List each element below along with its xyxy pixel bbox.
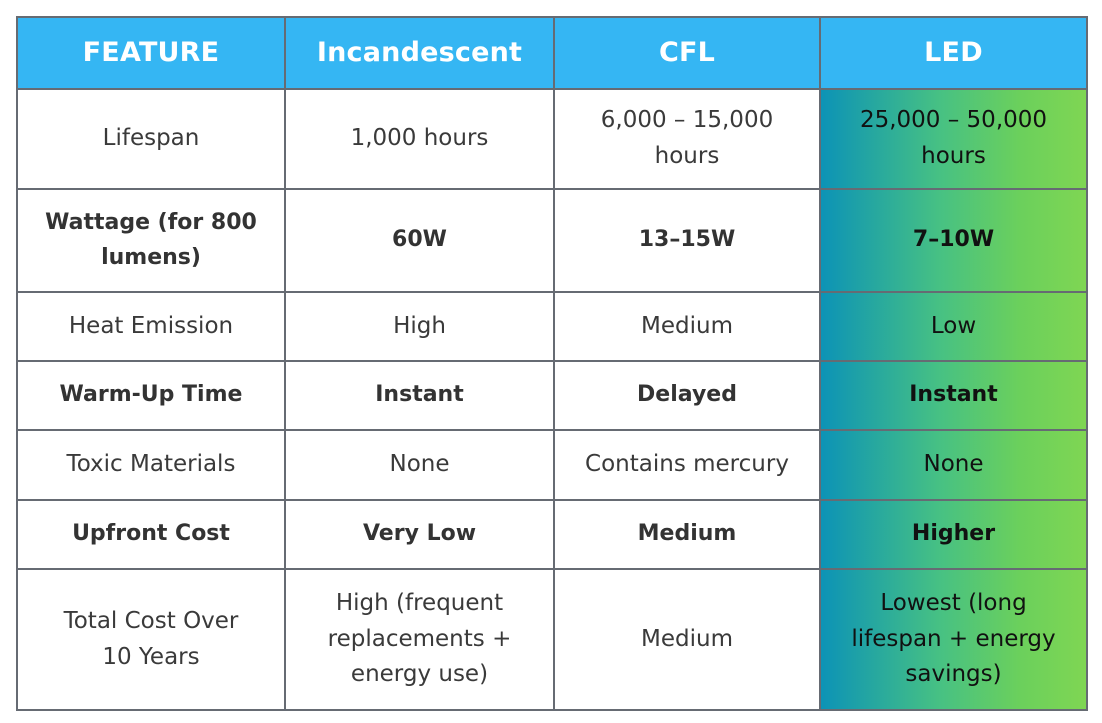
led-cell: 25,000 – 50,000 hours bbox=[819, 88, 1088, 190]
cfl-cell: Delayed bbox=[553, 360, 821, 431]
header-row: FEATURE Incandescent CFL LED bbox=[16, 16, 1088, 90]
led-cell: Low bbox=[819, 291, 1088, 362]
header-incandescent: Incandescent bbox=[284, 16, 555, 90]
cfl-cell: 6,000 – 15,000 hours bbox=[553, 88, 821, 190]
incandescent-cell: 1,000 hours bbox=[284, 88, 555, 190]
incandescent-cell: High bbox=[284, 291, 555, 362]
cfl-cell: Medium bbox=[553, 499, 821, 570]
table-row: Heat Emission High Medium Low bbox=[16, 291, 1088, 362]
lighting-comparison-table: FEATURE Incandescent CFL LED Lifespan 1,… bbox=[16, 16, 1088, 711]
feature-cell: Lifespan bbox=[16, 88, 286, 190]
cfl-cell: Medium bbox=[553, 291, 821, 362]
feature-cell: Total Cost Over 10 Years bbox=[16, 568, 286, 711]
led-cell: Instant bbox=[819, 360, 1088, 431]
feature-cell: Wattage (for 800 lumens) bbox=[16, 188, 286, 293]
led-cell: Lowest (long lifespan + energy savings) bbox=[819, 568, 1088, 711]
incandescent-cell: High (frequent replacements + energy use… bbox=[284, 568, 555, 711]
table-row: Lifespan 1,000 hours 6,000 – 15,000 hour… bbox=[16, 88, 1088, 190]
cfl-cell: Contains mercury bbox=[553, 429, 821, 501]
header-feature: FEATURE bbox=[16, 16, 286, 90]
header-led: LED bbox=[819, 16, 1088, 90]
comparison-table-container: FEATURE Incandescent CFL LED Lifespan 1,… bbox=[16, 16, 1088, 711]
header-cfl: CFL bbox=[553, 16, 821, 90]
table-row: Upfront Cost Very Low Medium Higher bbox=[16, 499, 1088, 570]
incandescent-cell: Very Low bbox=[284, 499, 555, 570]
feature-cell: Warm-Up Time bbox=[16, 360, 286, 431]
led-cell: None bbox=[819, 429, 1088, 501]
feature-cell: Toxic Materials bbox=[16, 429, 286, 501]
incandescent-cell: Instant bbox=[284, 360, 555, 431]
table-row: Toxic Materials None Contains mercury No… bbox=[16, 429, 1088, 501]
feature-cell: Heat Emission bbox=[16, 291, 286, 362]
cfl-cell: Medium bbox=[553, 568, 821, 711]
led-cell: 7–10W bbox=[819, 188, 1088, 293]
feature-cell: Upfront Cost bbox=[16, 499, 286, 570]
incandescent-cell: 60W bbox=[284, 188, 555, 293]
led-cell: Higher bbox=[819, 499, 1088, 570]
incandescent-cell: None bbox=[284, 429, 555, 501]
table-row: Total Cost Over 10 Years High (frequent … bbox=[16, 568, 1088, 711]
table-row: Wattage (for 800 lumens) 60W 13–15W 7–10… bbox=[16, 188, 1088, 293]
cfl-cell: 13–15W bbox=[553, 188, 821, 293]
table-row: Warm-Up Time Instant Delayed Instant bbox=[16, 360, 1088, 431]
